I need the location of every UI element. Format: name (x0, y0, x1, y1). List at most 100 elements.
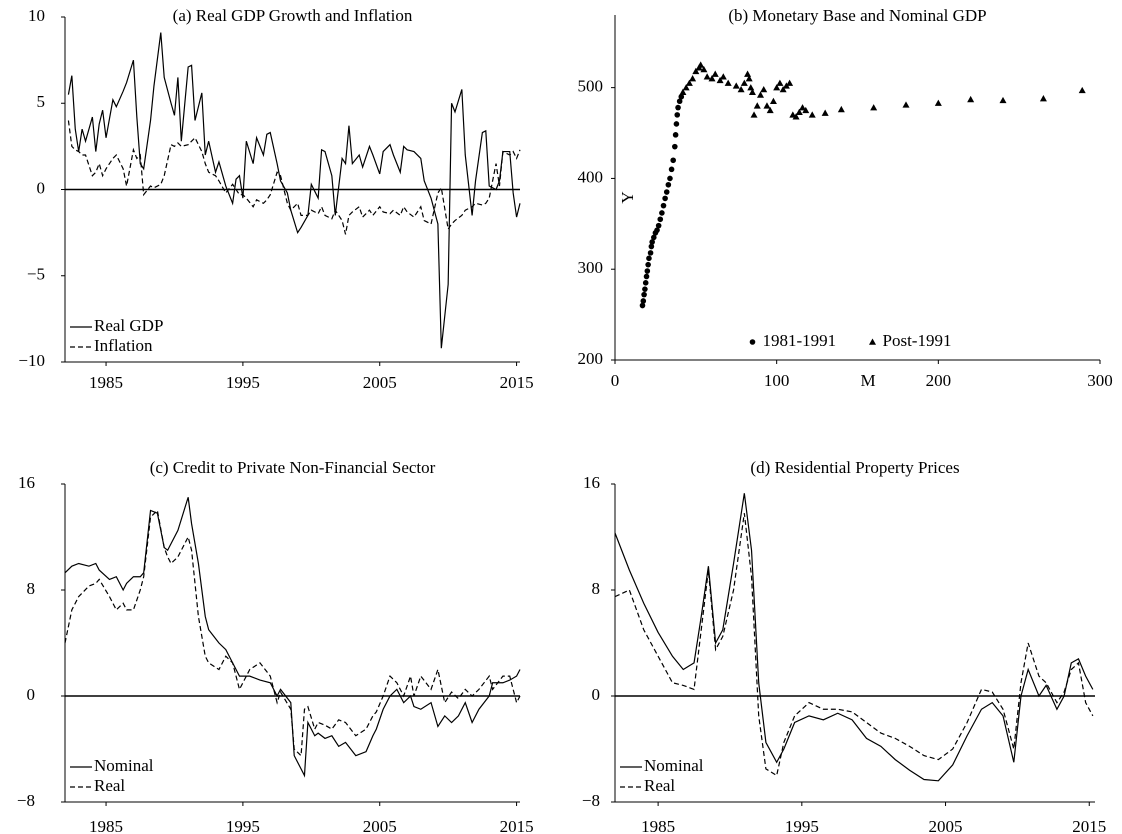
triangle-marker (716, 76, 724, 84)
triangle-marker (934, 99, 942, 106)
y-axis-label: Y (618, 191, 637, 203)
circle-marker (672, 143, 678, 150)
x-tick-label: 2005 (929, 817, 963, 834)
circle-marker (665, 181, 672, 188)
triangle-marker (692, 67, 700, 75)
circle-marker (644, 268, 651, 274)
triangle-marker (719, 73, 727, 80)
circle-marker (675, 104, 681, 111)
y-tick-label: 300 (578, 258, 604, 277)
legend-label: Nominal (94, 756, 154, 775)
legend-label: Post-1991 (883, 331, 952, 350)
triangle-marker (745, 75, 753, 82)
y-tick-label: 0 (592, 685, 601, 704)
legend-label: 1981-1991 (763, 331, 837, 350)
triangle-marker (750, 111, 758, 118)
x-tick-label: 1985 (641, 817, 675, 834)
triangle-marker (747, 84, 755, 91)
x-tick-label: 2005 (363, 373, 397, 392)
chart-title: (a) Real GDP Growth and Inflation (173, 6, 413, 25)
chart-title: (b) Monetary Base and Nominal GDP (728, 6, 986, 25)
triangle-marker (711, 70, 719, 77)
x-tick-label: 2015 (1072, 817, 1106, 834)
circle-marker (642, 280, 649, 286)
triangle-marker (744, 70, 752, 77)
y-tick-label: 8 (27, 579, 36, 598)
x-tick-label: 1985 (89, 817, 123, 834)
y-tick-label: −8 (17, 791, 35, 810)
series-line (67, 120, 521, 235)
triangle-marker (763, 102, 771, 109)
y-tick-label: 400 (578, 167, 604, 186)
circle-marker (648, 243, 655, 250)
series-line (64, 509, 521, 757)
series-line (64, 497, 521, 778)
x-tick-label: 2015 (500, 817, 534, 834)
triangle-marker (802, 106, 810, 114)
y-tick-label: 8 (592, 579, 601, 598)
chart-title: (c) Credit to Private Non-Financial Sect… (150, 458, 436, 477)
triangle-marker (902, 101, 910, 108)
legend-marker (749, 339, 756, 345)
y-tick-label: 200 (578, 349, 604, 368)
circle-marker (676, 98, 683, 105)
circle-marker (643, 273, 650, 280)
triangle-marker (870, 104, 878, 111)
y-tick-label: 16 (18, 473, 35, 492)
triangle-marker (737, 85, 745, 93)
circle-marker (651, 234, 657, 241)
y-tick-label: −8 (582, 791, 600, 810)
triangle-marker (779, 85, 787, 93)
x-tick-label: 2015 (500, 373, 534, 392)
triangle-marker (708, 75, 716, 82)
triangle-marker (808, 111, 816, 118)
legend-label: Real (94, 776, 125, 795)
y-tick-label: −5 (27, 265, 45, 284)
legend-label: Real (644, 776, 675, 795)
circle-marker (678, 93, 685, 100)
x-tick-label: 0 (611, 371, 620, 390)
triangle-marker (757, 91, 764, 98)
circle-marker (639, 302, 646, 309)
x-tick-label: 2005 (363, 817, 397, 834)
circle-marker (662, 195, 668, 202)
circle-marker (647, 250, 654, 256)
triangle-marker (685, 79, 693, 86)
triangle-marker (740, 79, 748, 86)
y-tick-label: 10 (28, 6, 45, 25)
circle-marker (663, 189, 670, 195)
triangle-marker (837, 105, 845, 113)
y-tick-label: 500 (578, 77, 604, 96)
x-tick-label: 1995 (226, 373, 260, 392)
circle-marker (645, 261, 651, 268)
x-tick-label: 300 (1087, 371, 1113, 390)
y-tick-label: 0 (37, 178, 46, 197)
circle-marker (674, 112, 681, 118)
triangle-marker (689, 75, 697, 82)
y-tick-label: 0 (27, 685, 36, 704)
y-tick-label: 5 (37, 92, 46, 111)
circle-marker (641, 291, 647, 298)
circle-marker (642, 286, 648, 292)
circle-marker (672, 132, 679, 138)
triangle-marker (792, 113, 800, 120)
legend-marker (869, 338, 876, 345)
x-tick-label: 200 (926, 371, 952, 390)
triangle-marker (786, 79, 794, 86)
series-line (614, 513, 1094, 777)
legend-label: Inflation (94, 336, 153, 355)
triangle-marker (732, 82, 740, 89)
triangle-marker (1039, 95, 1047, 102)
circle-marker (646, 255, 652, 262)
circle-marker (668, 166, 675, 173)
chart-title: (d) Residential Property Prices (750, 458, 959, 477)
legend-label: Real GDP (94, 316, 163, 335)
x-tick-label: 1995 (226, 817, 260, 834)
x-tick-label: 1995 (785, 817, 819, 834)
triangle-marker (682, 84, 690, 91)
triangle-marker (769, 97, 777, 105)
y-tick-label: 16 (583, 473, 600, 492)
x-tick-label: 1985 (89, 373, 123, 392)
